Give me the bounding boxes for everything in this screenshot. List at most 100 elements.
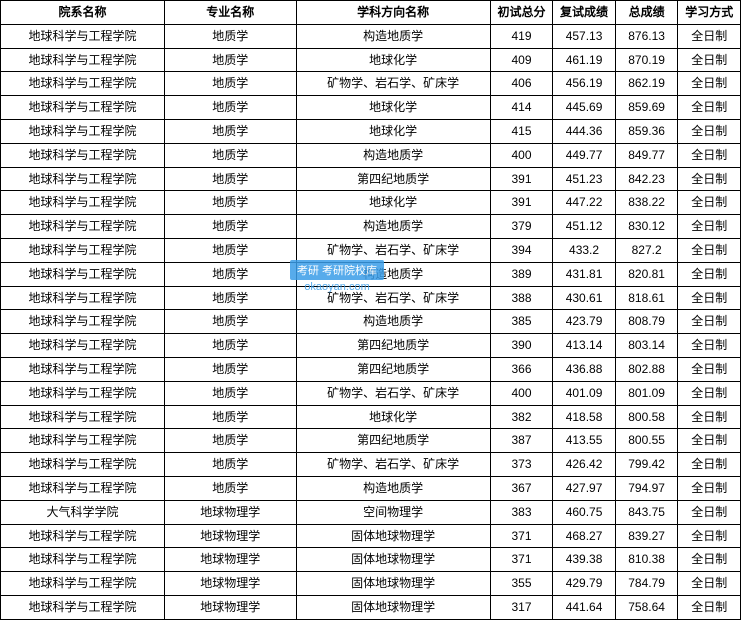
table-cell: 784.79	[615, 572, 678, 596]
table-cell: 地球科学与工程学院	[1, 595, 165, 619]
table-cell: 366	[490, 357, 553, 381]
table-cell: 地质学	[164, 381, 296, 405]
table-cell: 447.22	[553, 191, 616, 215]
table-cell: 758.64	[615, 595, 678, 619]
table-cell: 地质学	[164, 357, 296, 381]
table-cell: 地球科学与工程学院	[1, 381, 165, 405]
table-cell: 876.13	[615, 24, 678, 48]
table-cell: 地球物理学	[164, 595, 296, 619]
table-cell: 全日制	[678, 24, 741, 48]
table-cell: 地质学	[164, 215, 296, 239]
table-row: 地球科学与工程学院地质学第四纪地质学390413.14803.14全日制	[1, 334, 741, 358]
table-cell: 800.55	[615, 429, 678, 453]
table-cell: 全日制	[678, 524, 741, 548]
table-cell: 地球科学与工程学院	[1, 143, 165, 167]
table-cell: 794.97	[615, 476, 678, 500]
table-cell: 全日制	[678, 310, 741, 334]
table-cell: 地质学	[164, 24, 296, 48]
table-cell: 地质学	[164, 429, 296, 453]
table-cell: 820.81	[615, 262, 678, 286]
table-cell: 401.09	[553, 381, 616, 405]
table-cell: 地球科学与工程学院	[1, 167, 165, 191]
table-row: 地球科学与工程学院地质学地球化学415444.36859.36全日制	[1, 119, 741, 143]
table-cell: 矿物学、岩石学、矿床学	[296, 72, 490, 96]
table-cell: 全日制	[678, 476, 741, 500]
table-row: 地球科学与工程学院地质学地球化学409461.19870.19全日制	[1, 48, 741, 72]
table-cell: 构造地质学	[296, 262, 490, 286]
table-cell: 地球科学与工程学院	[1, 48, 165, 72]
table-cell: 第四纪地质学	[296, 167, 490, 191]
table-cell: 373	[490, 453, 553, 477]
table-cell: 419	[490, 24, 553, 48]
table-cell: 地球物理学	[164, 548, 296, 572]
table-row: 地球科学与工程学院地球物理学固体地球物理学355429.79784.79全日制	[1, 572, 741, 596]
table-cell: 413.55	[553, 429, 616, 453]
table-cell: 430.61	[553, 286, 616, 310]
table-cell: 451.12	[553, 215, 616, 239]
table-row: 地球科学与工程学院地质学构造地质学419457.13876.13全日制	[1, 24, 741, 48]
table-cell: 838.22	[615, 191, 678, 215]
table-cell: 固体地球物理学	[296, 548, 490, 572]
table-cell: 地质学	[164, 310, 296, 334]
table-cell: 457.13	[553, 24, 616, 48]
table-cell: 全日制	[678, 286, 741, 310]
table-cell: 801.09	[615, 381, 678, 405]
table-cell: 全日制	[678, 548, 741, 572]
table-cell: 全日制	[678, 381, 741, 405]
table-cell: 429.79	[553, 572, 616, 596]
table-cell: 构造地质学	[296, 310, 490, 334]
table-cell: 地球化学	[296, 405, 490, 429]
table-cell: 地球科学与工程学院	[1, 429, 165, 453]
table-cell: 842.23	[615, 167, 678, 191]
table-row: 地球科学与工程学院地质学地球化学414445.69859.69全日制	[1, 96, 741, 120]
table-cell: 全日制	[678, 119, 741, 143]
table-cell: 矿物学、岩石学、矿床学	[296, 286, 490, 310]
table-cell: 地球科学与工程学院	[1, 238, 165, 262]
col-header-score3: 总成绩	[615, 1, 678, 25]
table-body: 地球科学与工程学院地质学构造地质学419457.13876.13全日制地球科学与…	[1, 24, 741, 619]
table-cell: 全日制	[678, 500, 741, 524]
table-cell: 414	[490, 96, 553, 120]
table-row: 地球科学与工程学院地质学第四纪地质学366436.88802.88全日制	[1, 357, 741, 381]
table-cell: 地质学	[164, 238, 296, 262]
table-cell: 371	[490, 524, 553, 548]
table-cell: 全日制	[678, 572, 741, 596]
table-row: 地球科学与工程学院地质学地球化学391447.22838.22全日制	[1, 191, 741, 215]
table-cell: 地球化学	[296, 119, 490, 143]
table-cell: 367	[490, 476, 553, 500]
table-cell: 构造地质学	[296, 143, 490, 167]
data-table: 院系名称 专业名称 学科方向名称 初试总分 复试成绩 总成绩 学习方式 地球科学…	[0, 0, 741, 620]
table-cell: 409	[490, 48, 553, 72]
table-cell: 地球物理学	[164, 524, 296, 548]
table-cell: 468.27	[553, 524, 616, 548]
table-cell: 地球科学与工程学院	[1, 119, 165, 143]
table-cell: 803.14	[615, 334, 678, 358]
col-header-major: 专业名称	[164, 1, 296, 25]
table-row: 地球科学与工程学院地质学地球化学382418.58800.58全日制	[1, 405, 741, 429]
table-cell: 地球科学与工程学院	[1, 453, 165, 477]
table-cell: 383	[490, 500, 553, 524]
table-header-row: 院系名称 专业名称 学科方向名称 初试总分 复试成绩 总成绩 学习方式	[1, 1, 741, 25]
table-cell: 849.77	[615, 143, 678, 167]
table-cell: 全日制	[678, 334, 741, 358]
table-cell: 441.64	[553, 595, 616, 619]
table-cell: 地球科学与工程学院	[1, 334, 165, 358]
table-cell: 385	[490, 310, 553, 334]
table-cell: 地球科学与工程学院	[1, 262, 165, 286]
table-cell: 317	[490, 595, 553, 619]
table-cell: 全日制	[678, 72, 741, 96]
table-cell: 地质学	[164, 262, 296, 286]
table-cell: 地球科学与工程学院	[1, 548, 165, 572]
table-cell: 矿物学、岩石学、矿床学	[296, 238, 490, 262]
table-row: 地球科学与工程学院地球物理学固体地球物理学371439.38810.38全日制	[1, 548, 741, 572]
table-cell: 843.75	[615, 500, 678, 524]
col-header-dept: 院系名称	[1, 1, 165, 25]
table-cell: 391	[490, 167, 553, 191]
table-cell: 大气科学学院	[1, 500, 165, 524]
table-row: 地球科学与工程学院地质学矿物学、岩石学、矿床学400401.09801.09全日…	[1, 381, 741, 405]
table-row: 地球科学与工程学院地质学构造地质学367427.97794.97全日制	[1, 476, 741, 500]
table-cell: 地球科学与工程学院	[1, 24, 165, 48]
table-cell: 413.14	[553, 334, 616, 358]
table-cell: 构造地质学	[296, 476, 490, 500]
table-cell: 388	[490, 286, 553, 310]
